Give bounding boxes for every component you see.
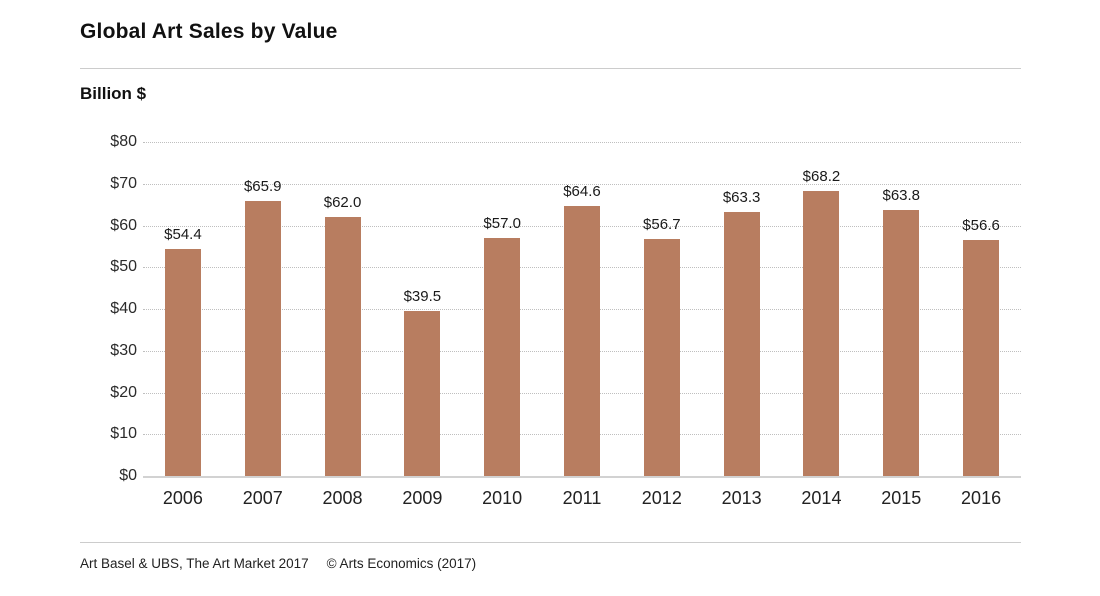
gridline: [143, 183, 1021, 185]
value-label-2014: $68.2: [802, 168, 841, 186]
bar-2010: [484, 238, 521, 476]
x-tick-label-2014: 2014: [801, 488, 842, 508]
x-tick-label-2012: 2012: [641, 488, 682, 508]
value-label-2011: $64.6: [563, 183, 601, 201]
x-tick-label-2015: 2015: [881, 488, 922, 508]
value-label-2012: $56.7: [643, 216, 681, 234]
x-tick-label-2008: 2008: [322, 488, 363, 508]
title-divider: [80, 68, 1021, 69]
y-tick-label: $60: [110, 216, 137, 234]
bar-2008: [324, 217, 361, 476]
value-label-2015: $63.8: [882, 186, 921, 204]
bar-2013: [723, 211, 760, 476]
x-tick-label-2007: 2007: [242, 488, 283, 508]
plot-area: $54.4 $65.9 $62.0 $39.5 $57.0 $64.6 $56.7 $63.3…: [143, 142, 1021, 478]
y-tick-label: $10: [110, 425, 137, 443]
y-tick-label: $70: [110, 174, 137, 192]
footer-divider: [80, 542, 1021, 543]
gridline: [143, 142, 1021, 143]
value-label-2010: $57.0: [483, 215, 521, 233]
x-tick-label-2013: 2013: [721, 488, 762, 508]
chart-title: Global Art Sales by Value: [80, 20, 338, 43]
y-tick-label: $30: [110, 341, 137, 359]
bar-2009: [404, 311, 441, 476]
value-label-2016: $56.6: [962, 216, 1000, 234]
value-label-2007: $65.9: [243, 177, 282, 195]
bar-2011: [564, 206, 600, 476]
value-label-2013: $63.3: [722, 188, 761, 206]
bar-2012: [643, 239, 680, 476]
source-text: Art Basel & UBS, The Art Market 2017: [80, 556, 309, 571]
y-tick-label: $0: [119, 467, 137, 484]
value-label-2006: $54.4: [164, 225, 202, 243]
copyright-text: © Arts Economics (2017): [326, 556, 477, 571]
source-line: Art Basel & UBS, The Art Market 2017 © Ar…: [80, 556, 476, 571]
bar-2016: [963, 239, 1000, 476]
bar-2015: [883, 209, 920, 476]
y-axis-unit-label: Billion $: [80, 84, 147, 103]
y-tick-label: $50: [110, 258, 137, 276]
y-axis: $0 $10 $20 $30 $40 $50 $60 $70 $80: [80, 133, 137, 484]
y-tick-label: $40: [110, 300, 137, 317]
bar-2014: [803, 191, 840, 476]
bar-2006: [164, 248, 201, 476]
x-tick-label-2016: 2016: [961, 488, 1002, 508]
x-tick-label-2011: 2011: [562, 488, 602, 508]
y-tick-label: $20: [110, 383, 137, 401]
x-tick-label-2010: 2010: [482, 488, 523, 508]
bar-2007: [244, 200, 281, 476]
value-label-2009: $39.5: [403, 288, 442, 306]
x-tick-label-2006: 2006: [162, 488, 203, 508]
y-tick-label: $80: [110, 133, 137, 150]
x-axis: 2006 2007 2008 2009 2010 2011 2012 2013 2014 2015…: [143, 478, 1021, 514]
value-label-2008: $62.0: [323, 194, 362, 212]
bar-chart: $0 $10 $20 $30 $40 $50 $60 $70 $80 $54.4 $65.9 $62…: [80, 133, 1021, 508]
x-tick-label-2009: 2009: [402, 488, 443, 508]
